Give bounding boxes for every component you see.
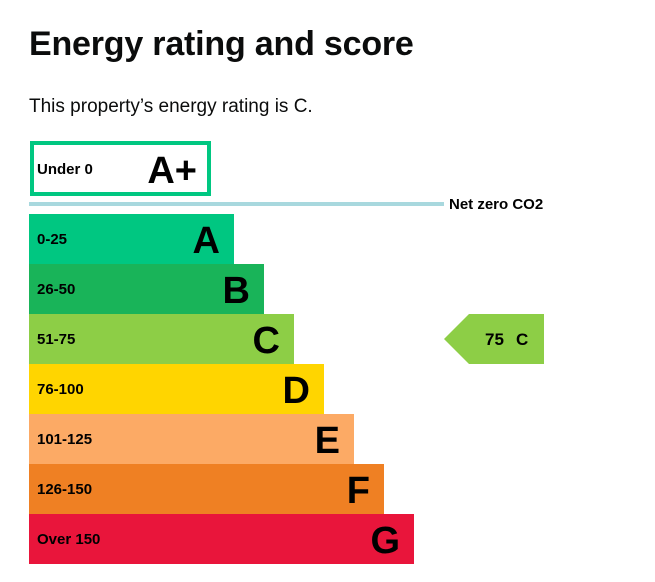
- current-rating-arrow: [444, 314, 544, 364]
- band-e-range: 101-125: [37, 431, 92, 448]
- band-a-bar: [29, 214, 234, 264]
- net-zero-marker: Net zero CO2: [29, 196, 543, 213]
- band-g-range: Over 150: [37, 531, 100, 548]
- rating-bands: 0-25 A 26-50 B 51-75 C 76-100 D 101-125 E 126-150 F…: [29, 214, 414, 564]
- top-band: Under 0 A+: [30, 141, 211, 196]
- current-rating-marker: 75 C: [444, 314, 544, 364]
- band-f-range: 126-150: [37, 481, 92, 498]
- band-b-range: 26-50: [37, 281, 75, 298]
- band-d-bar: [29, 364, 324, 414]
- net-zero-label: Net zero CO2: [449, 196, 543, 213]
- band-a-letter: A: [193, 220, 220, 262]
- band-b-letter: B: [223, 270, 250, 312]
- current-score: 75: [485, 330, 504, 349]
- band-f-bar: [29, 464, 384, 514]
- band-e-letter: E: [315, 420, 340, 462]
- band-a-range: 0-25: [37, 231, 67, 248]
- current-rating-letter: C: [516, 330, 528, 349]
- page-title: Energy rating and score: [29, 25, 414, 63]
- band-g-letter: G: [370, 520, 400, 562]
- band-d-range: 76-100: [37, 381, 84, 398]
- band-c-bar: [29, 314, 294, 364]
- band-c-range: 51-75: [37, 331, 75, 348]
- band-e-bar: [29, 414, 354, 464]
- band-d-letter: D: [283, 370, 310, 412]
- band-c-letter: C: [253, 320, 280, 362]
- top-band-range: Under 0: [37, 161, 93, 178]
- band-b-bar: [29, 264, 264, 314]
- rating-intro-text: This property’s energy rating is C.: [29, 96, 313, 117]
- band-g-bar: [29, 514, 414, 564]
- top-band-letter: A+: [147, 150, 197, 192]
- band-f-letter: F: [347, 470, 370, 512]
- top-band-box: [30, 141, 211, 196]
